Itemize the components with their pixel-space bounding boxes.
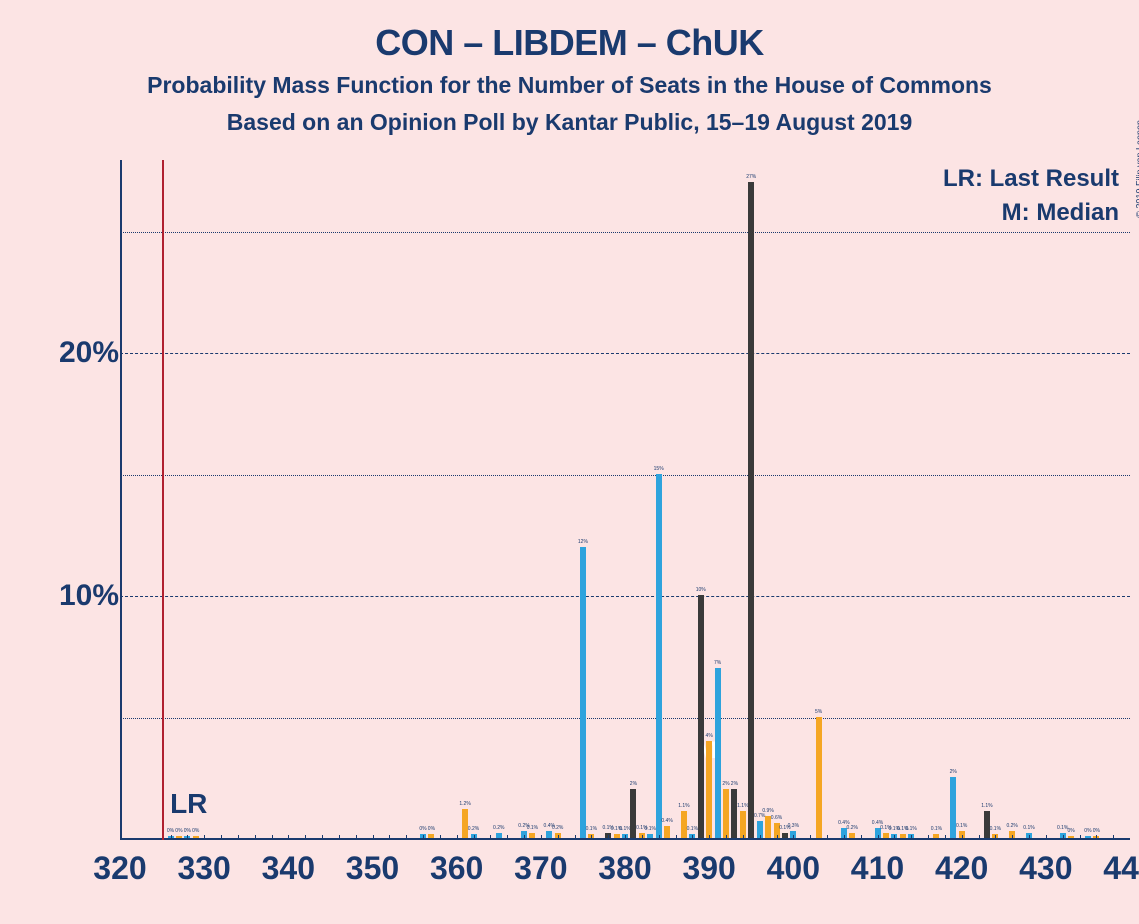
x-axis-label: 340 <box>262 850 315 887</box>
bar <box>496 833 502 838</box>
bar-value-label: 0.1% <box>990 826 1001 832</box>
bar <box>546 831 552 838</box>
bar <box>1085 836 1091 838</box>
bar <box>723 789 729 838</box>
bar <box>647 834 653 838</box>
bar-value-label: 0% <box>1093 828 1100 834</box>
bar-value-label: 1.1% <box>981 803 992 809</box>
bar-value-label: 0.1% <box>619 826 630 832</box>
bar-value-label: 0% <box>419 826 426 832</box>
bar-value-label: 0% <box>1084 828 1091 834</box>
bar-value-label: 0.3% <box>788 823 799 829</box>
bar <box>706 741 712 838</box>
bar-value-label: 2% <box>722 781 729 787</box>
bar-value-label: 0.1% <box>645 826 656 832</box>
bar <box>900 834 906 838</box>
bar <box>193 836 199 838</box>
bar <box>883 833 889 838</box>
chart-title: CON – LIBDEM – ChUK <box>0 0 1139 64</box>
bar-value-label: 12% <box>578 539 588 545</box>
bar <box>933 834 939 838</box>
x-axis-label: 440 <box>1103 850 1139 887</box>
lr-label: LR <box>170 788 207 820</box>
bar <box>731 789 737 838</box>
bar <box>849 833 855 838</box>
bar-value-label: 1.1% <box>737 803 748 809</box>
bar <box>748 182 754 838</box>
bar <box>176 836 182 838</box>
bar <box>950 777 956 838</box>
bar <box>656 474 662 838</box>
bar-value-label: 0.1% <box>527 825 538 831</box>
last-result-line <box>162 160 164 840</box>
bar <box>740 811 746 838</box>
x-axis-label: 400 <box>767 850 820 887</box>
bar-value-label: 15% <box>654 466 664 472</box>
bar-value-label: 0% <box>192 828 199 834</box>
bar-value-label: 0.2% <box>493 825 504 831</box>
bar <box>816 717 822 838</box>
bar-value-label: 0.1% <box>1023 825 1034 831</box>
bar <box>681 811 687 838</box>
bar-value-label: 7% <box>714 660 721 666</box>
bar-value-label: 0.1% <box>586 826 597 832</box>
bar-value-label: 0% <box>167 828 174 834</box>
x-axis-label: 320 <box>93 850 146 887</box>
bar-value-label: 0.6% <box>771 815 782 821</box>
chart-plot-area: LRM0%0%0%0%0%0%1.2%0.2%0.2%0.2%0.1%0.4%0… <box>120 160 1130 840</box>
bar-value-label: 0.1% <box>956 823 967 829</box>
bar <box>782 833 788 838</box>
bar <box>1068 836 1074 838</box>
bar-value-label: 27% <box>746 174 756 180</box>
bar <box>698 595 704 838</box>
x-axis-label: 370 <box>514 850 567 887</box>
x-axis-label: 380 <box>598 850 651 887</box>
x-axis-label: 430 <box>1019 850 1072 887</box>
bar-value-label: 2% <box>731 781 738 787</box>
bar-value-label: 0% <box>175 828 182 834</box>
bar-value-label: 0.2% <box>468 826 479 832</box>
x-axis-label: 410 <box>851 850 904 887</box>
bar-value-label: 1.1% <box>678 803 689 809</box>
x-axis-label: 360 <box>430 850 483 887</box>
bar-value-label: 5% <box>815 709 822 715</box>
bar <box>462 809 468 838</box>
bar-value-label: 10% <box>696 587 706 593</box>
bar-value-label: 0.2% <box>847 825 858 831</box>
bar-value-label: 4% <box>706 733 713 739</box>
copyright-text: © 2019 Filip van Laenen <box>1135 120 1139 218</box>
bar <box>664 826 670 838</box>
bar <box>984 811 990 838</box>
bar-value-label: 0.1% <box>687 826 698 832</box>
bar-value-label: 0.4% <box>661 818 672 824</box>
bar-value-label: 0.1% <box>931 826 942 832</box>
bar <box>580 547 586 838</box>
y-axis-label: 20% <box>19 336 119 370</box>
bar <box>614 834 620 838</box>
bar <box>428 834 434 838</box>
x-axis-label: 350 <box>346 850 399 887</box>
bar-value-label: 0% <box>1067 828 1074 834</box>
chart-subtitle: Probability Mass Function for the Number… <box>0 72 1139 99</box>
bar-value-label: 2% <box>950 769 957 775</box>
bar-value-label: 0% <box>184 828 191 834</box>
bar-value-label: 0.2% <box>1006 823 1017 829</box>
bar-value-label: 0% <box>428 826 435 832</box>
x-axis-label: 330 <box>177 850 230 887</box>
bar-value-label: 0.1% <box>905 826 916 832</box>
bar-value-label: 0.2% <box>552 825 563 831</box>
x-axis-label: 420 <box>935 850 988 887</box>
bar-value-label: 2% <box>630 781 637 787</box>
chart-subtitle-2: Based on an Opinion Poll by Kantar Publi… <box>0 109 1139 136</box>
bar-value-label: 0.9% <box>762 808 773 814</box>
y-axis-label: 10% <box>19 579 119 613</box>
bar <box>529 833 535 838</box>
bar-value-label: 1.2% <box>459 801 470 807</box>
x-axis-label: 390 <box>682 850 735 887</box>
bar <box>715 668 721 838</box>
